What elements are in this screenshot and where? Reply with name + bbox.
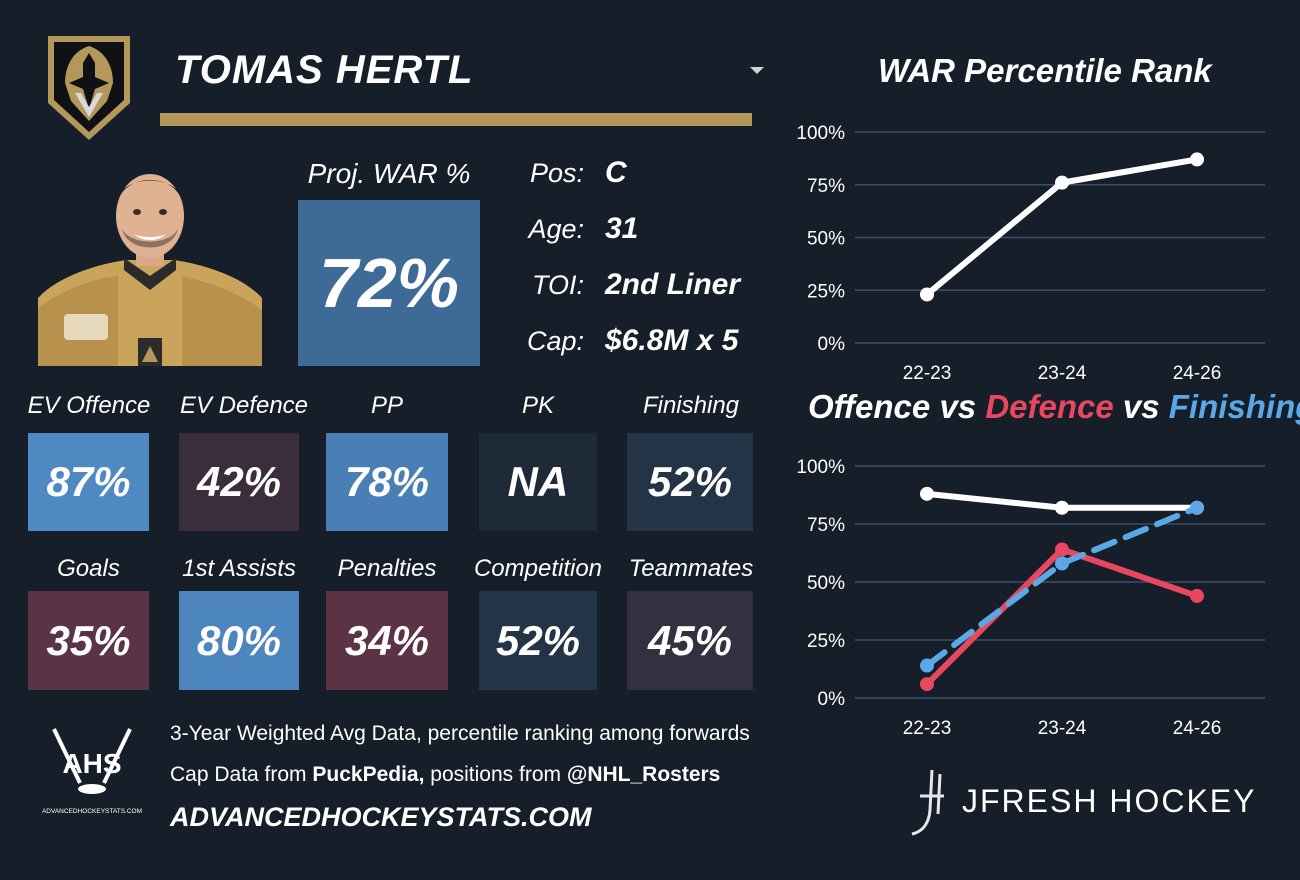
chart-2-xtick-label: 24-26 [1173, 718, 1222, 739]
chart-1-point-series [1190, 152, 1204, 167]
team-logo [48, 36, 130, 140]
chart-2-xtick-label: 23-24 [1038, 718, 1087, 739]
tile-label-pk: PK [521, 392, 554, 419]
player-photo [38, 174, 262, 366]
toi-label: TOI: [531, 270, 584, 300]
tile-competition: 52% [479, 591, 597, 690]
chart-2-point-finishing [1190, 500, 1204, 515]
tile-finishing: 52% [627, 433, 753, 531]
ahs-website: ADVANCEDHOCKEYSTATS.COM [170, 802, 592, 832]
chevron-down-icon[interactable] [750, 67, 764, 74]
chart-2-ytick-label: 75% [807, 515, 845, 536]
tile-label-finishing: Finishing [642, 392, 740, 419]
jfresh-hockey-logo: JFRESH HOCKEY [962, 783, 1257, 819]
chart-2-title-vs-2: vs [1113, 388, 1169, 425]
tile-label-goals: Goals [57, 555, 120, 582]
tile-teammates: 45% [627, 591, 753, 690]
chart-2-point-finishing [1055, 556, 1069, 571]
chart-2-point-finishing [920, 658, 934, 673]
tile-1st-assists: 80% [179, 591, 299, 690]
chart-2-point-defence [1055, 542, 1069, 557]
tile-goals: 35% [28, 591, 149, 690]
chart-1-ytick-label: 50% [807, 229, 845, 250]
tile-ev-defence: 42% [179, 433, 299, 531]
pos-value: C [605, 156, 627, 189]
chart-2-point-defence [1190, 588, 1204, 603]
nhl-rosters-link: @NHL_Rosters [566, 763, 721, 786]
chart-2-point-offence [920, 486, 934, 501]
chart-1-ytick-label: 75% [807, 176, 845, 197]
chart-1-ytick-label: 100% [796, 123, 845, 144]
tile-label-pp: PP [370, 392, 403, 419]
toi-value: 2nd Liner [605, 268, 741, 301]
chart-2-title-defence: Defence [985, 388, 1114, 425]
chart-2-title: Offence vs Defence vs Finishing [808, 388, 1300, 426]
chart-2-ytick-label: 50% [807, 573, 845, 594]
footer-line-2-mid: positions from [424, 763, 567, 786]
cap-label: Cap: [526, 326, 584, 356]
tile-ev-offence: 87% [28, 433, 149, 531]
chart-1-xtick-label: 24-26 [1173, 363, 1222, 384]
chart-2-xtick-label: 22-23 [903, 718, 952, 739]
chart-2-ytick-label: 100% [796, 457, 845, 478]
tile-label-ev-defence: EV Defence [179, 392, 309, 419]
proj-war-label: Proj. WAR % [307, 158, 471, 189]
chart-1-point-series [920, 287, 934, 302]
tile-pp: 78% [326, 433, 448, 531]
chart-1-ytick-label: 0% [818, 334, 846, 355]
ahs-logo-small-text: ADVANCEDHOCKEYSTATS.COM [42, 808, 142, 815]
age-value: 31 [605, 212, 639, 245]
tile-label-teammates: Teammates [628, 555, 754, 582]
chart-2-title-vs-1: vs [930, 388, 986, 425]
footer-line-2-prefix: Cap Data from [170, 763, 313, 786]
chart-1-ytick-label: 25% [807, 281, 845, 302]
cap-value: $6.8M x 5 [605, 324, 739, 357]
pos-label: Pos: [529, 158, 584, 188]
footer-line-2: Cap Data from PuckPedia, positions from … [170, 763, 720, 787]
chart-2-point-offence [1055, 500, 1069, 515]
tile-pk: NA [479, 433, 597, 531]
war-percentile-chart: 0% 25% 50% 75% 100% 22-23 23-24 24-26 [796, 123, 1265, 384]
tile-penalties: 34% [326, 591, 448, 690]
title-underline [160, 113, 752, 126]
tile-label-ev-offence: EV Offence [27, 392, 151, 419]
chart-1-title: WAR Percentile Rank [878, 52, 1212, 89]
ahs-logo-text: AHS [62, 748, 121, 779]
tile-label-penalties: Penalties [337, 555, 437, 582]
puckpedia-link: PuckPedia, [312, 763, 425, 786]
offence-defence-finishing-chart: 0% 25% 50% 75% 100% 22-23 23-24 24-26 [796, 457, 1265, 739]
chart-1-xtick-label: 22-23 [903, 363, 952, 384]
chart-2-point-defence [920, 677, 934, 692]
chart-2-title-offence: Offence [808, 388, 931, 425]
chart-2-title-finishing: Finishing [1168, 388, 1300, 425]
jfresh-logo-icon [911, 769, 944, 836]
chart-2-ytick-label: 0% [818, 689, 846, 710]
footer-line-1: 3-Year Weighted Avg Data, percentile ran… [170, 722, 750, 745]
chart-1-xtick-label: 23-24 [1038, 363, 1087, 384]
tile-label-competition: Competition [473, 555, 603, 582]
chart-1-point-series [1055, 175, 1069, 190]
player-name: TOMAS HERTL [175, 48, 474, 92]
chart-2-ytick-label: 25% [807, 631, 845, 652]
tile-label-1st-assists: 1st Assists [182, 555, 296, 582]
age-label: Age: [528, 214, 584, 244]
ahs-logo: AHS ADVANCEDHOCKEYSTATS.COM [42, 728, 142, 815]
proj-war-value: 72% [298, 200, 480, 366]
